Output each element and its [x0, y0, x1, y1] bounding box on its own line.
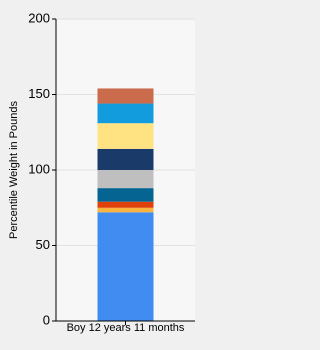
bar-segment — [97, 148, 154, 170]
y-tick-label: 200 — [28, 10, 50, 25]
bar-segment — [97, 103, 154, 124]
y-tick-label: 150 — [28, 86, 50, 101]
chart: Percentile Weight in Pounds 0 50 100 150 200… — [7, 10, 195, 334]
bar-segment — [97, 170, 154, 189]
bar-segment — [97, 212, 154, 321]
bar-segment — [97, 88, 154, 104]
y-tick-label: 0 — [43, 312, 50, 327]
bar-segment — [97, 123, 154, 149]
y-tick-label: 50 — [36, 237, 50, 252]
y-tick-label: 100 — [28, 161, 50, 176]
y-axis-label: Percentile Weight in Pounds — [8, 101, 20, 239]
bar-segment — [97, 201, 154, 208]
bar-segment — [97, 207, 154, 213]
bar-segment — [97, 188, 154, 202]
x-tick-label: Boy 12 years 11 months — [67, 322, 185, 334]
